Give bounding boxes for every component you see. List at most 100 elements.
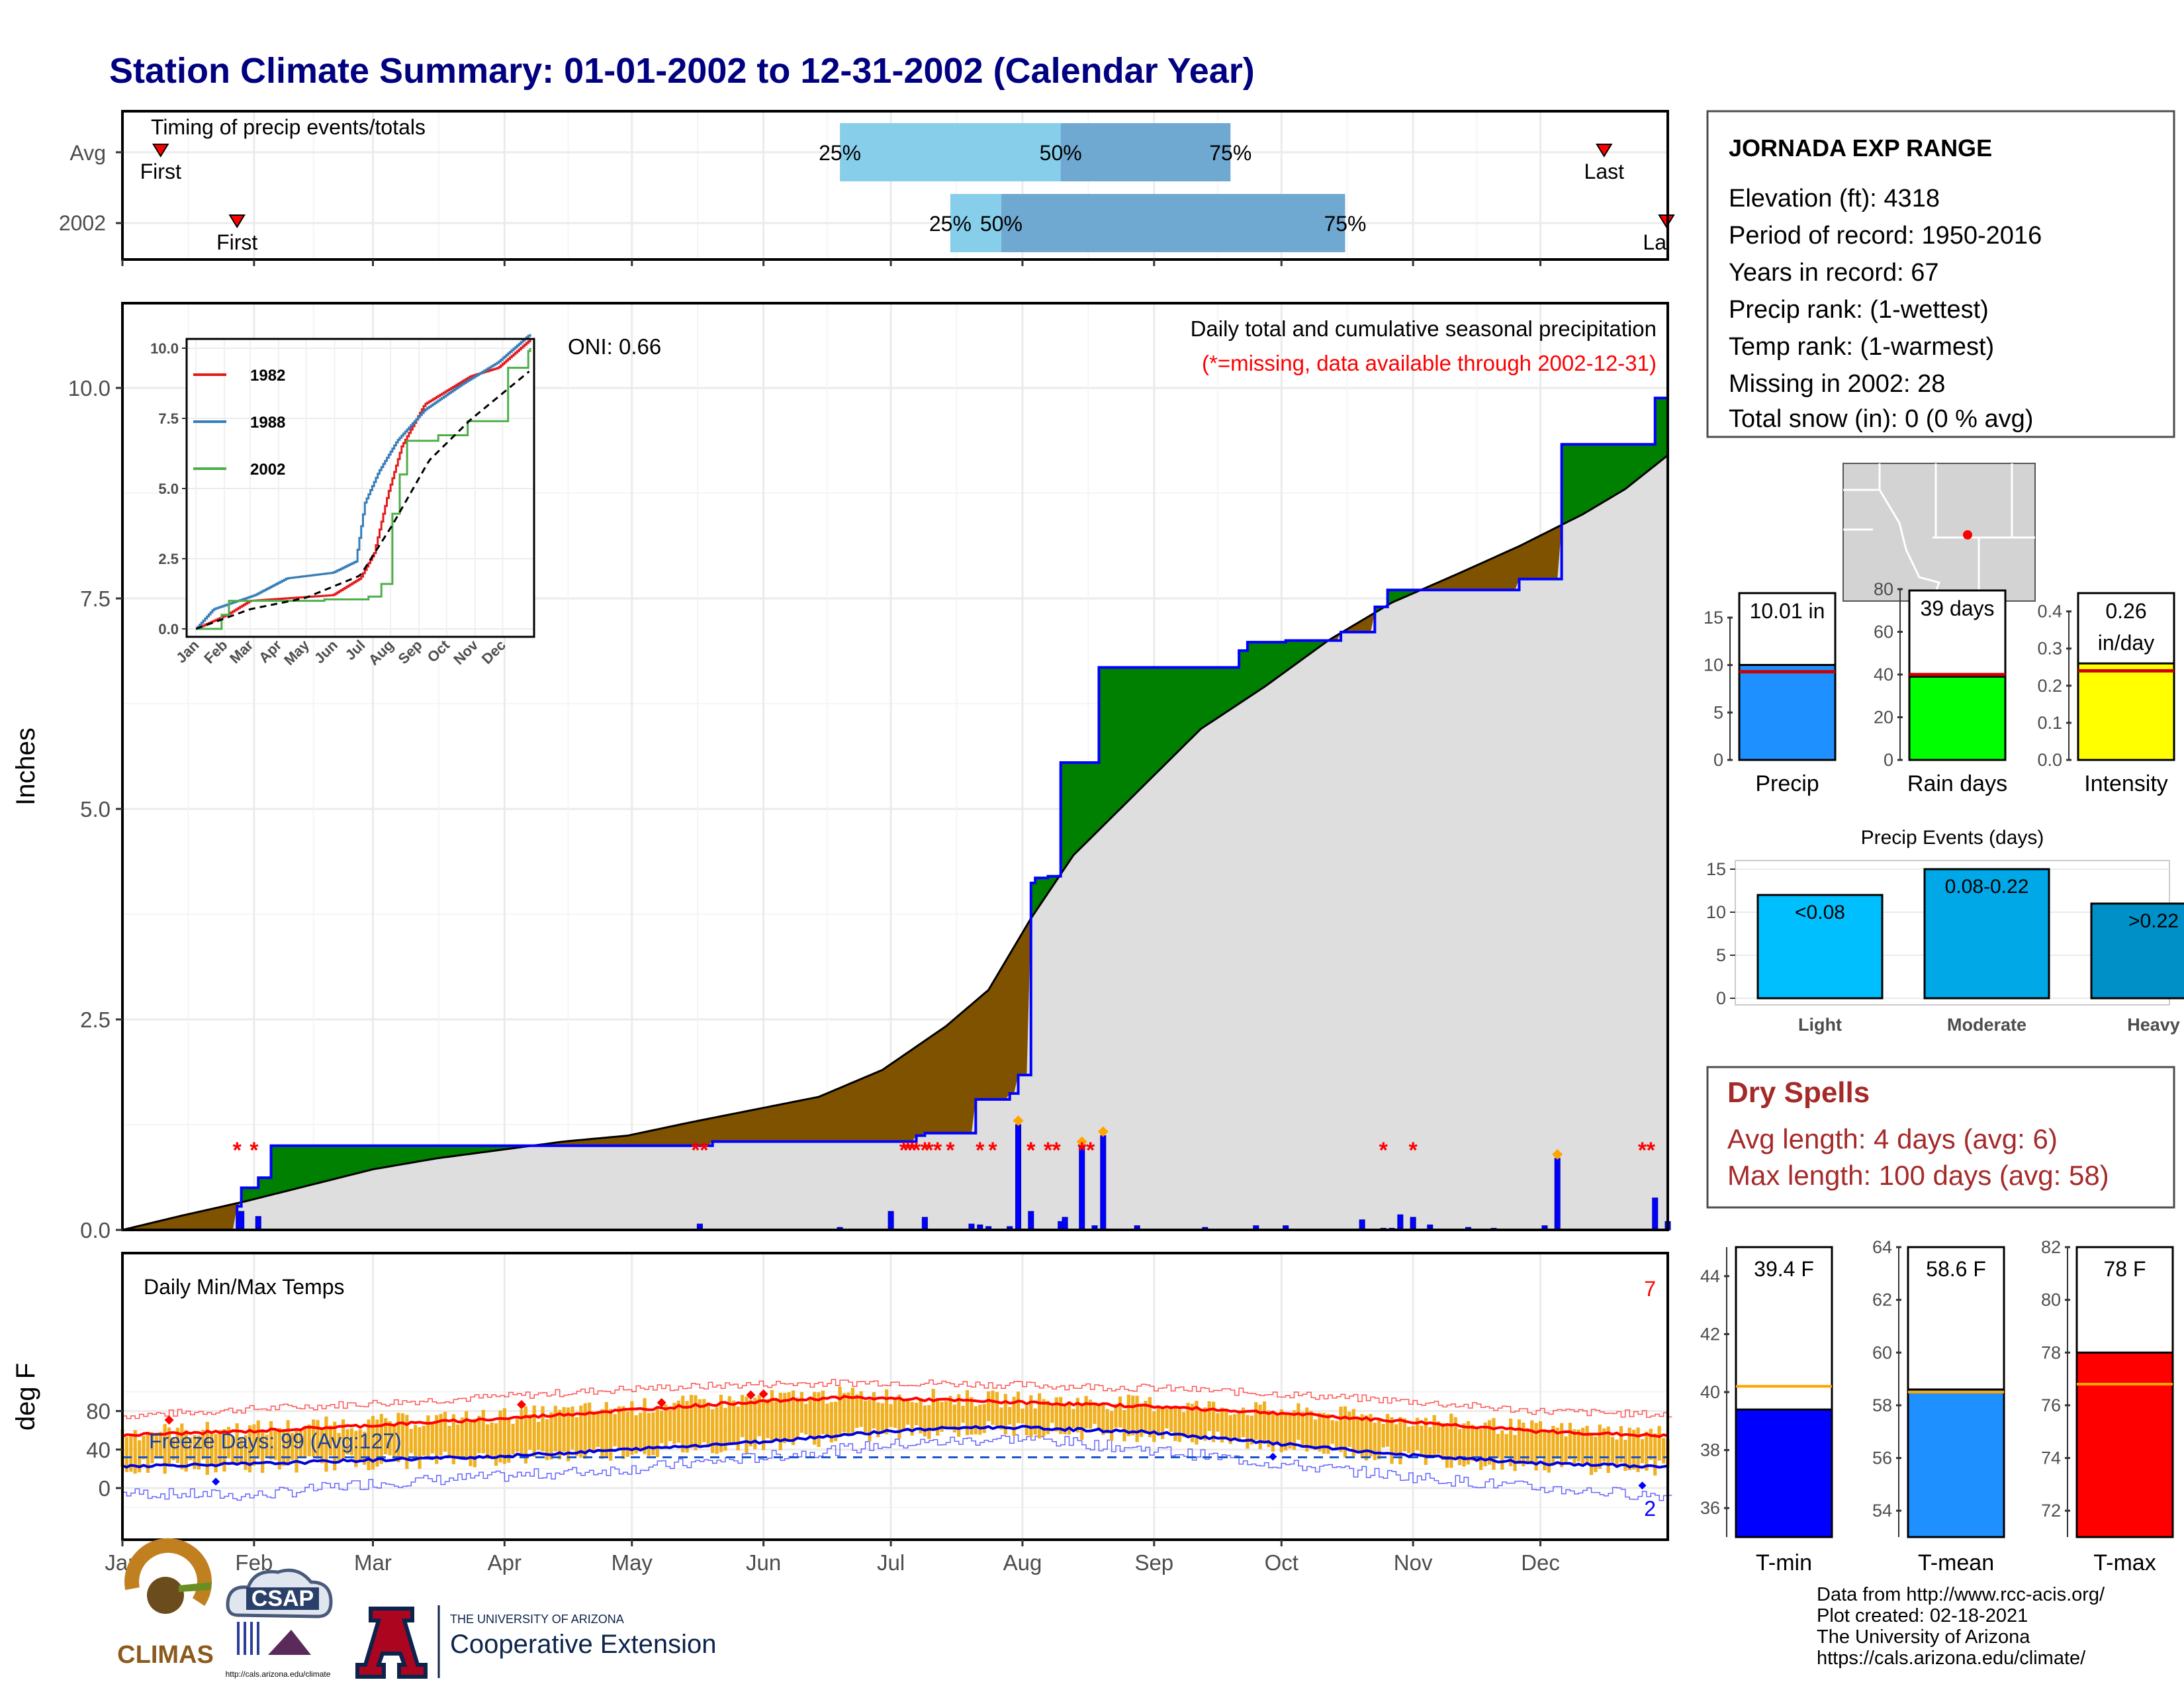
precip-y-tick-label: 0.0 xyxy=(80,1218,111,1243)
daily-temp-bar xyxy=(316,1420,320,1459)
daily-temp-bar xyxy=(825,1403,829,1436)
daily-temp-bar xyxy=(469,1420,473,1466)
daily-temp-bar xyxy=(651,1412,655,1456)
daily-temp-bar xyxy=(817,1392,821,1447)
daily-temp-bar xyxy=(1233,1414,1237,1439)
daily-temp-bar xyxy=(885,1389,889,1434)
mini-bar-tick-label: 0 xyxy=(1884,750,1893,770)
mini-bar-value: 39 days xyxy=(1920,596,1994,620)
missing-day-marker: * xyxy=(988,1138,997,1163)
daily-temp-bar xyxy=(1148,1397,1152,1438)
daily-temp-bar xyxy=(1008,1407,1012,1425)
daily-temp-bar xyxy=(171,1438,175,1460)
daily-temp-bar xyxy=(1420,1425,1424,1456)
heavy-precip-marker xyxy=(1097,1126,1109,1137)
station-line-precip-rank: Precip rank: (1-wettest) xyxy=(1729,296,1989,324)
daily-temp-bar xyxy=(1458,1429,1462,1466)
daily-temp-bar xyxy=(1547,1430,1551,1473)
daily-temp-bar xyxy=(910,1401,914,1436)
daily-temp-bar xyxy=(944,1401,948,1428)
climas-logo-text: CLIMAS xyxy=(117,1641,214,1669)
daily-temp-bar xyxy=(290,1432,295,1460)
daily-temp-bar xyxy=(358,1429,362,1462)
daily-precip-bar xyxy=(255,1216,261,1231)
daily-temp-bar xyxy=(987,1391,991,1421)
daily-temp-bar xyxy=(1313,1419,1318,1450)
daily-temp-bar xyxy=(320,1429,324,1464)
daily-temp-bar xyxy=(630,1401,634,1455)
mini-bar-value: 0.26 xyxy=(2105,599,2146,623)
daily-temp-bar xyxy=(757,1395,761,1436)
month-label: May xyxy=(612,1550,653,1575)
daily-temp-bar xyxy=(1207,1401,1211,1431)
timing-bar-25-50 xyxy=(950,194,1001,252)
daily-temp-bar xyxy=(1054,1397,1058,1432)
daily-temp-bar xyxy=(778,1392,782,1450)
footer-line-created: Plot created: 02-18-2021 xyxy=(1817,1605,2028,1626)
daily-temp-bar xyxy=(1555,1427,1559,1460)
daily-temp-bar xyxy=(889,1404,893,1427)
precip-events-bars: 0 5 10 15 <0.08 Light 0.08-0.22 Moderate >0.22 He… xyxy=(1706,859,2184,1035)
daily-temp-bar xyxy=(456,1424,460,1458)
daily-temp-bar xyxy=(936,1399,940,1436)
daily-temp-bar xyxy=(1581,1427,1585,1466)
daily-temp-bar xyxy=(1538,1421,1543,1457)
daily-temp-bar xyxy=(1453,1417,1457,1460)
first-event-label: First xyxy=(216,230,257,254)
daily-temp-bar xyxy=(545,1419,549,1460)
inset-y-tick-label: 10.0 xyxy=(150,340,179,357)
events-category-label: Moderate xyxy=(1947,1015,2026,1035)
daily-temp-bar xyxy=(1475,1427,1479,1462)
first-event-marker xyxy=(228,214,246,228)
daily-temp-bar xyxy=(256,1420,260,1459)
daily-temp-bar xyxy=(1161,1408,1165,1439)
temp-summary-tick-label: 72 xyxy=(2041,1501,2061,1521)
daily-temp-bar xyxy=(723,1407,727,1451)
daily-temp-bar xyxy=(1169,1406,1173,1432)
daily-precip-bar xyxy=(887,1211,894,1231)
daily-temp-bar xyxy=(804,1403,808,1434)
missing-day-marker: * xyxy=(899,1138,909,1163)
daily-temp-bar xyxy=(1653,1433,1657,1476)
daily-temp-bar xyxy=(1059,1397,1063,1434)
daily-temp-bar xyxy=(880,1403,884,1432)
timing-pct-label: 25% xyxy=(929,212,972,236)
mini-bar-tick-label: 15 xyxy=(1704,608,1723,628)
last-event-label: Last xyxy=(1584,160,1625,183)
mini-bar-label: Intensity xyxy=(2084,771,2168,796)
mini-bar-tick-label: 40 xyxy=(1874,665,1893,684)
daily-temp-bar xyxy=(1343,1406,1347,1458)
daily-temp-bar xyxy=(749,1399,752,1446)
daily-temp-bar xyxy=(1003,1393,1007,1434)
daily-temp-bar xyxy=(876,1402,880,1438)
daily-temp-bar xyxy=(295,1429,298,1473)
timing-pct-label: 50% xyxy=(980,212,1023,236)
mini-bar-fill xyxy=(1738,664,1837,761)
daily-temp-bar xyxy=(388,1421,392,1456)
precip-y-tick-label: 7.5 xyxy=(80,586,111,611)
mini-bar-tick-label: 0 xyxy=(1713,750,1723,770)
daily-temp-bar xyxy=(269,1421,273,1460)
daily-temp-bar xyxy=(774,1398,778,1438)
daily-temp-bar xyxy=(189,1437,193,1460)
month-label: Nov xyxy=(1394,1550,1433,1575)
footer-line-url: https://cals.arizona.edu/climate/ xyxy=(1817,1648,2086,1669)
daily-temp-bar xyxy=(1228,1415,1232,1444)
daily-temp-bar xyxy=(490,1422,494,1457)
daily-temp-bar xyxy=(1543,1430,1547,1471)
missing-day-marker: * xyxy=(908,1138,917,1163)
daily-temp-bar xyxy=(1246,1415,1250,1449)
daily-temp-bar xyxy=(1369,1414,1373,1457)
daily-temp-bar xyxy=(1067,1401,1071,1435)
precip-caption: Daily total and cumulative seasonal prec… xyxy=(1191,316,1657,341)
daily-temp-bar xyxy=(124,1436,129,1472)
missing-day-marker: * xyxy=(1379,1138,1388,1163)
daily-temp-bar xyxy=(1487,1420,1492,1465)
footer-line-university: The University of Arizona xyxy=(1817,1626,2030,1648)
daily-temp-bar xyxy=(1428,1427,1432,1456)
daily-temp-bar xyxy=(1598,1425,1602,1469)
daily-temp-bar xyxy=(1182,1412,1186,1438)
daily-temp-bar xyxy=(740,1395,745,1437)
daily-temp-bar xyxy=(1504,1434,1508,1458)
daily-temp-bar xyxy=(1500,1430,1504,1470)
